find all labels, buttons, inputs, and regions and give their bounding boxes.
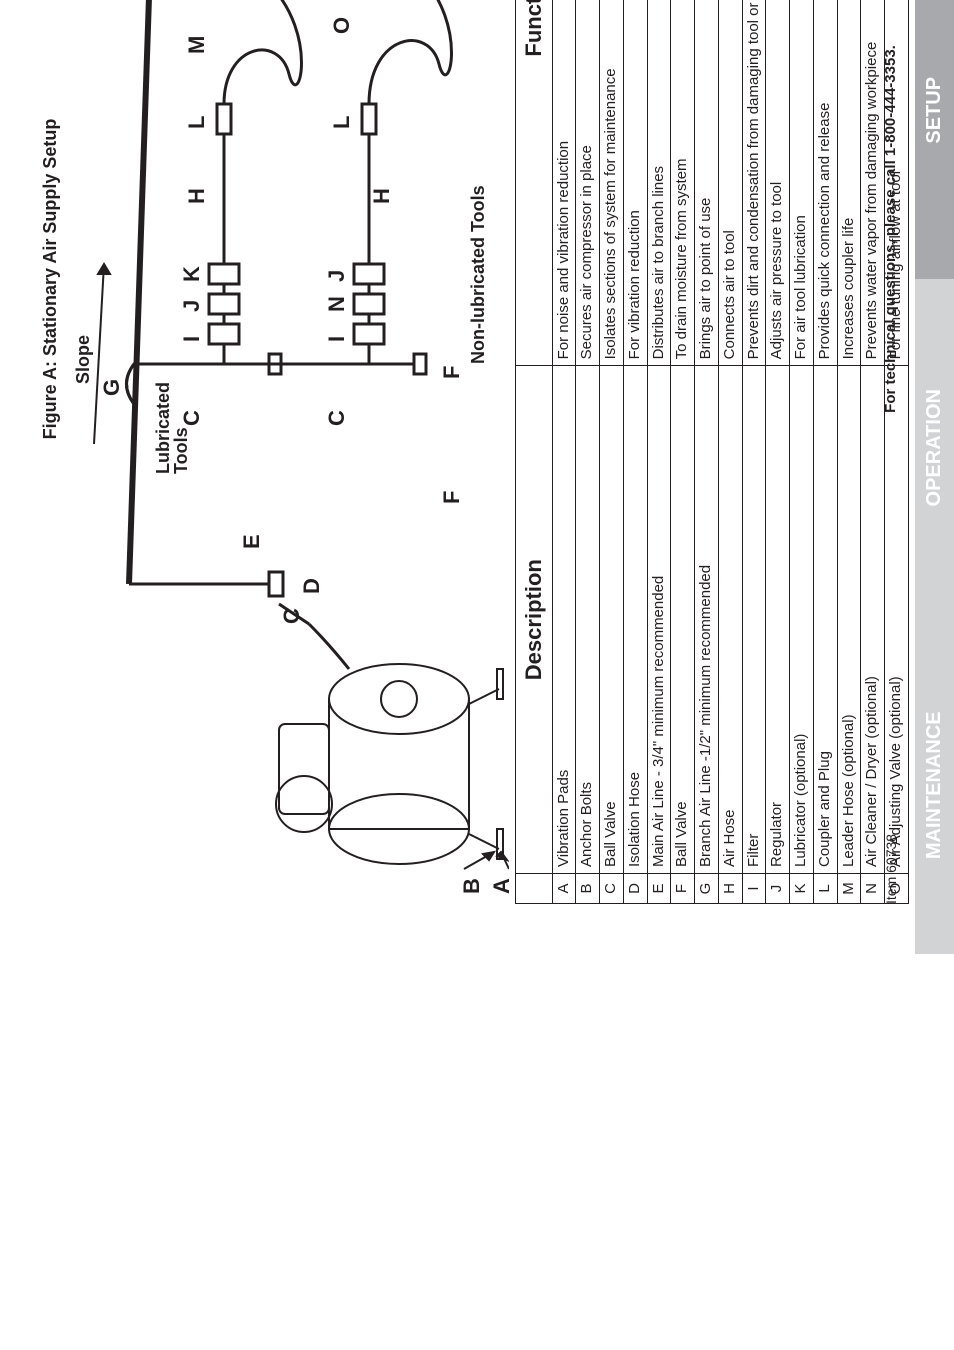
- row-description: Ball Valve: [600, 366, 624, 874]
- slope-label: Slope: [73, 335, 93, 384]
- table-row: BAnchor BoltsSecures air compressor in p…: [576, 0, 600, 904]
- row-function: For vibration reduction: [623, 0, 647, 366]
- col-letter: [516, 874, 553, 904]
- row-function: Connects air to tool: [718, 0, 742, 366]
- table-row: EMain Air Line - 3/4" minimum recommende…: [647, 0, 671, 904]
- row-description: Main Air Line - 3/4" minimum recommended: [647, 366, 671, 874]
- row-letter: H: [718, 874, 742, 904]
- row-description: Air Cleaner / Dryer (optional): [861, 366, 885, 874]
- row-letter: M: [837, 874, 861, 904]
- row-function: To drain moisture from system: [671, 0, 695, 366]
- svg-text:B: B: [459, 878, 484, 894]
- air-supply-diagram: B A Slope: [69, 0, 509, 904]
- section-tabs: MAINTENANCE OPERATION SETUP SAFETY: [915, 0, 954, 954]
- svg-text:G: G: [99, 379, 124, 396]
- table-row: IFilterPrevents dirt and condensation fr…: [742, 0, 766, 904]
- svg-text:Tools: Tools: [171, 427, 191, 474]
- row-letter: L: [813, 874, 837, 904]
- svg-text:J: J: [324, 270, 349, 282]
- svg-text:D: D: [299, 578, 324, 594]
- table-row: CBall ValveIsolates sections of system f…: [600, 0, 624, 904]
- svg-text:Non-lubricated Tools: Non-lubricated Tools: [468, 185, 488, 364]
- tab-maintenance: MAINTENANCE: [915, 617, 954, 955]
- row-function: For noise and vibration reduction: [552, 0, 576, 366]
- row-description: Anchor Bolts: [576, 366, 600, 874]
- svg-text:A: A: [489, 878, 509, 894]
- row-letter: C: [600, 874, 624, 904]
- row-function: Provides quick connection and release: [813, 0, 837, 366]
- row-description: Lubricator (optional): [790, 366, 814, 874]
- table-row: JRegulatorAdjusts air pressure to tool: [766, 0, 790, 904]
- svg-text:F: F: [439, 366, 464, 379]
- footer-phone: For technical questions, please call 1-8…: [882, 0, 899, 904]
- table-row: KLubricator (optional)For air tool lubri…: [790, 0, 814, 904]
- row-letter: A: [552, 874, 576, 904]
- row-description: Filter: [742, 366, 766, 874]
- table-row: FBall ValveTo drain moisture from system: [671, 0, 695, 904]
- svg-text:E: E: [239, 534, 264, 549]
- svg-text:I: I: [324, 336, 349, 342]
- row-letter: B: [576, 874, 600, 904]
- row-description: Vibration Pads: [552, 366, 576, 874]
- table-row: MLeader Hose (optional)Increases coupler…: [837, 0, 861, 904]
- col-function: Function: [516, 0, 553, 366]
- row-description: Ball Valve: [671, 366, 695, 874]
- svg-text:Lubricated: Lubricated: [153, 382, 173, 474]
- svg-text:C: C: [279, 608, 304, 624]
- row-description: Coupler and Plug: [813, 366, 837, 874]
- svg-text:F: F: [439, 491, 464, 504]
- table-row: AVibration PadsFor noise and vibration r…: [552, 0, 576, 904]
- row-description: Branch Air Line -1/2" minimum recommende…: [695, 366, 719, 874]
- row-letter: I: [742, 874, 766, 904]
- table-row: NAir Cleaner / Dryer (optional)Prevents …: [861, 0, 885, 904]
- row-function: Increases coupler life: [837, 0, 861, 366]
- row-letter: D: [623, 874, 647, 904]
- svg-text:M: M: [184, 36, 209, 54]
- row-letter: N: [861, 874, 885, 904]
- row-function: Distributes air to branch lines: [647, 0, 671, 366]
- svg-text:L: L: [329, 116, 354, 129]
- svg-text:C: C: [179, 410, 204, 426]
- svg-text:I: I: [179, 336, 204, 342]
- row-function: Isolates sections of system for maintena…: [600, 0, 624, 366]
- col-description: Description: [516, 366, 553, 874]
- svg-text:N: N: [324, 296, 349, 312]
- tab-setup: SETUP: [915, 0, 954, 279]
- row-function: Brings air to point of use: [695, 0, 719, 366]
- row-function: Adjusts air pressure to tool: [766, 0, 790, 366]
- svg-text:J: J: [179, 300, 204, 312]
- svg-text:L: L: [184, 116, 209, 129]
- row-description: Regulator: [766, 366, 790, 874]
- tab-operation: OPERATION: [915, 279, 954, 617]
- svg-text:K: K: [179, 266, 204, 282]
- svg-text:C: C: [324, 410, 349, 426]
- figure-title: Figure A: Stationary Air Supply Setup: [40, 0, 61, 904]
- row-function: Prevents dirt and condensation from dama…: [742, 0, 766, 366]
- row-letter: J: [766, 874, 790, 904]
- svg-text:H: H: [184, 188, 209, 204]
- table-row: GBranch Air Line -1/2" minimum recommend…: [695, 0, 719, 904]
- row-letter: K: [790, 874, 814, 904]
- row-function: Secures air compressor in place: [576, 0, 600, 366]
- row-function: For air tool lubrication: [790, 0, 814, 366]
- table-row: DIsolation HoseFor vibration reduction: [623, 0, 647, 904]
- table-row: HAir HoseConnects air to tool: [718, 0, 742, 904]
- svg-text:O: O: [329, 17, 354, 34]
- table-row: LCoupler and PlugProvides quick connecti…: [813, 0, 837, 904]
- row-description: Air Hose: [718, 366, 742, 874]
- row-description: Leader Hose (optional): [837, 366, 861, 874]
- parts-table: Description Function AVibration PadsFor …: [515, 0, 909, 904]
- row-letter: F: [671, 874, 695, 904]
- row-letter: E: [647, 874, 671, 904]
- row-description: Isolation Hose: [623, 366, 647, 874]
- svg-text:H: H: [369, 188, 394, 204]
- row-function: Prevents water vapor from damaging workp…: [861, 0, 885, 366]
- row-letter: G: [695, 874, 719, 904]
